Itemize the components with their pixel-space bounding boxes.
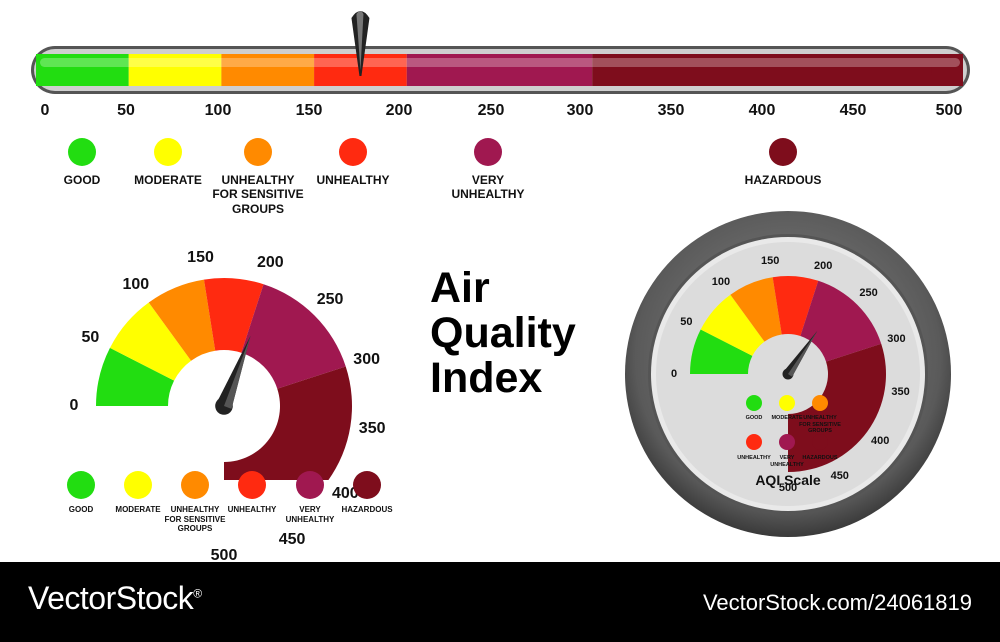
left-gauge-sector-sensitive <box>148 279 216 361</box>
scale-tick-label: 200 <box>385 102 413 119</box>
right-gauge <box>625 211 951 537</box>
scale-tick-label: 50 <box>117 102 135 119</box>
top-legend-dot-hazardous <box>769 138 797 166</box>
right-legend-label: UNHEALTHY FOR SENSITIVE GROUPS <box>799 415 841 435</box>
right-gauge-tick-label: 150 <box>760 255 780 268</box>
left-gauge-tick-label: 50 <box>81 328 100 346</box>
scale-tick-label: 400 <box>748 102 776 119</box>
right-gauge-tick-label: 350 <box>891 385 910 398</box>
left-gauge-tick-label: 250 <box>316 290 344 308</box>
left-gauge-tick-label: 0 <box>69 397 79 414</box>
left-gauge-tick-label: 200 <box>256 254 284 272</box>
left-gauge-tick-label: 450 <box>278 530 306 548</box>
scale-tick-label: 500 <box>935 102 963 119</box>
top-legend-label: HAZARDOUS <box>744 173 822 187</box>
right-legend-label: MODERATE <box>771 415 803 421</box>
right-legend-label: GOOD <box>745 415 763 421</box>
left-legend-label: UNHEALTHY FOR SENSITIVE GROUPS <box>164 505 226 534</box>
left-gauge-tick-label: 150 <box>187 248 214 266</box>
right-legend-dot-good <box>746 395 762 411</box>
left-legend-label: GOOD <box>68 505 94 514</box>
left-gauge-needle-icon <box>215 335 251 415</box>
right-legend-dot-sensitive <box>812 395 828 411</box>
left-gauge-sector-moderate <box>109 302 192 381</box>
left-gauge-sector-good <box>96 347 175 406</box>
left-legend-label: HAZARDOUS <box>341 505 393 514</box>
watermark-footer <box>0 562 1000 642</box>
stock-id: VectorStock.com/24061819 <box>702 590 972 615</box>
right-gauge-tick-label: 500 <box>778 482 798 494</box>
right-gauge-tick-label: 300 <box>887 332 906 345</box>
right-gauge-tick-label: 50 <box>680 316 693 329</box>
top-legend-label: GOOD <box>63 173 101 187</box>
right-gauge-tick-label: 450 <box>830 469 849 482</box>
right-legend-label: VERY UNHEALTHY <box>770 455 804 468</box>
top-legend-label: VERY UNHEALTHY <box>451 173 525 202</box>
left-legend-label: MODERATE <box>115 505 161 514</box>
left-gauge-tick-label: 300 <box>353 350 381 368</box>
top-legend-label: UNHEALTHY FOR SENSITIVE GROUPS <box>212 173 304 216</box>
right-gauge-sector-unhealthy <box>772 276 819 336</box>
top-legend-dot-sensitive <box>244 138 272 166</box>
left-gauge <box>96 278 352 480</box>
left-legend-dot-unhealthy <box>238 471 266 499</box>
left-legend-label: VERY UNHEALTHY <box>285 505 335 524</box>
right-legend-dot-hazardous <box>812 434 828 450</box>
page-title: Air Quality Index <box>430 264 576 402</box>
right-gauge-tick-label: 400 <box>871 435 890 447</box>
top-legend-label: UNHEALTHY <box>316 173 390 187</box>
bar-segment-moderate <box>128 54 222 86</box>
scale-tick-label: 350 <box>657 102 685 119</box>
left-legend-dot-very-unhealthy <box>296 471 324 499</box>
left-gauge-sector-unhealthy <box>203 278 264 353</box>
linear-scale-bar <box>31 11 970 94</box>
left-legend-dot-hazardous <box>353 471 381 499</box>
left-legend-dot-good <box>67 471 95 499</box>
right-legend-dot-unhealthy <box>746 434 762 450</box>
top-legend-dot-good <box>68 138 96 166</box>
top-legend-dot-moderate <box>154 138 182 166</box>
scale-tick-label: 300 <box>566 102 594 119</box>
scale-tick-label: 450 <box>839 102 867 119</box>
scale-tick-label: 0 <box>40 102 50 119</box>
brand-logo: VectorStock® <box>28 580 202 616</box>
right-legend-label: UNHEALTHY <box>737 455 771 461</box>
right-gauge-sector-moderate <box>700 294 765 356</box>
right-gauge-tick-label: 200 <box>814 259 833 272</box>
left-gauge-sector-hazardous <box>224 366 352 480</box>
left-legend-dot-sensitive <box>181 471 209 499</box>
right-gauge-tick-label: 250 <box>859 287 878 300</box>
left-gauge-tick-label: 350 <box>358 420 386 438</box>
bar-segment-very_unhealthy <box>406 54 593 86</box>
right-gauge-tick-label: 100 <box>711 275 731 288</box>
left-gauge-sector-very_unhealthy <box>241 284 346 389</box>
bar-segment-hazardous <box>592 54 963 86</box>
left-gauge-tick-label: 100 <box>122 275 150 293</box>
right-gauge-sector-sensitive <box>730 277 782 342</box>
scale-tick-label: 250 <box>477 102 505 119</box>
right-legend-label: HAZARDOUS <box>802 455 838 461</box>
left-gauge-tick-label: 500 <box>210 547 238 564</box>
right-legend-dot-very-unhealthy <box>779 434 795 450</box>
left-gauge-tick-label: 400 <box>331 485 359 503</box>
right-gauge-caption: AQI Scale <box>755 472 821 488</box>
top-legend-label: MODERATE <box>134 173 202 187</box>
left-legend-label: UNHEALTHY <box>227 505 277 514</box>
right-gauge-needle-icon <box>782 330 818 380</box>
left-legend-dot-moderate <box>124 471 152 499</box>
right-gauge-sector-good <box>690 329 753 374</box>
top-legend-dot-very-unhealthy <box>474 138 502 166</box>
right-gauge-sector-very_unhealthy <box>800 280 882 362</box>
top-legend-dot-unhealthy <box>339 138 367 166</box>
right-gauge-tick-label: 0 <box>670 368 678 380</box>
scale-pointer-icon <box>351 11 370 76</box>
scale-tick-label: 150 <box>295 102 323 119</box>
scale-tick-label: 100 <box>204 102 232 119</box>
right-legend-dot-moderate <box>779 395 795 411</box>
bar-segment-sensitive <box>221 54 315 86</box>
